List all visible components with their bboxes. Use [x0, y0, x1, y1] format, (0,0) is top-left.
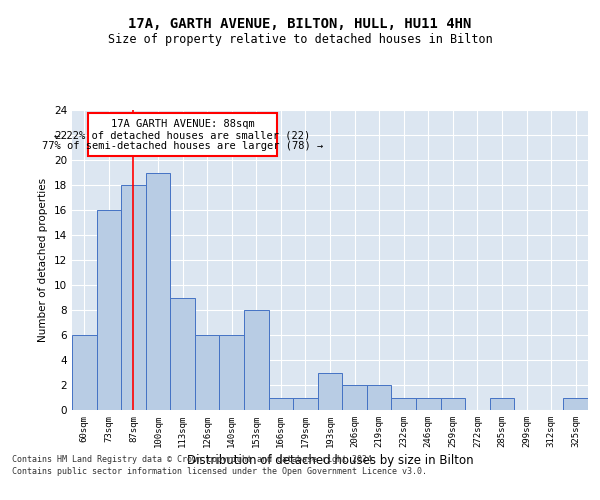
- Bar: [490, 398, 514, 410]
- Bar: [391, 398, 416, 410]
- Bar: [195, 335, 220, 410]
- Bar: [293, 398, 318, 410]
- Text: Contains public sector information licensed under the Open Government Licence v3: Contains public sector information licen…: [12, 467, 427, 476]
- Bar: [367, 385, 391, 410]
- Bar: [563, 398, 588, 410]
- Bar: [269, 398, 293, 410]
- Bar: [440, 398, 465, 410]
- Bar: [220, 335, 244, 410]
- Bar: [342, 385, 367, 410]
- Bar: [146, 172, 170, 410]
- Bar: [244, 310, 269, 410]
- Bar: [88, 112, 277, 156]
- Text: 17A GARTH AVENUE: 88sqm: 17A GARTH AVENUE: 88sqm: [110, 118, 254, 128]
- Bar: [97, 210, 121, 410]
- Text: ← 22% of detached houses are smaller (22): ← 22% of detached houses are smaller (22…: [55, 130, 311, 140]
- Bar: [318, 372, 342, 410]
- Bar: [416, 398, 440, 410]
- Text: 77% of semi-detached houses are larger (78) →: 77% of semi-detached houses are larger (…: [42, 141, 323, 151]
- Text: 17A, GARTH AVENUE, BILTON, HULL, HU11 4HN: 17A, GARTH AVENUE, BILTON, HULL, HU11 4H…: [128, 18, 472, 32]
- Text: Contains HM Land Registry data © Crown copyright and database right 2024.: Contains HM Land Registry data © Crown c…: [12, 456, 377, 464]
- Text: Size of property relative to detached houses in Bilton: Size of property relative to detached ho…: [107, 32, 493, 46]
- Bar: [72, 335, 97, 410]
- X-axis label: Distribution of detached houses by size in Bilton: Distribution of detached houses by size …: [187, 454, 473, 467]
- Bar: [121, 185, 146, 410]
- Y-axis label: Number of detached properties: Number of detached properties: [38, 178, 49, 342]
- Bar: [170, 298, 195, 410]
